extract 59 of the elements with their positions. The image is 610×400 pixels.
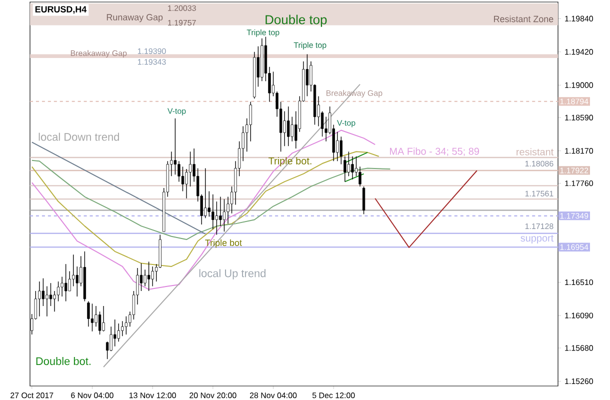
candlestick <box>204 168 207 218</box>
candlestick <box>53 290 56 312</box>
candlestick <box>121 320 124 336</box>
candlestick <box>42 278 45 306</box>
annotation: resistant <box>516 148 554 156</box>
candlestick <box>102 306 105 332</box>
candlestick <box>49 282 52 306</box>
candlestick <box>362 186 366 215</box>
candlestick <box>181 166 184 192</box>
annotation: Double bot. <box>36 357 90 366</box>
candlestick <box>114 319 116 347</box>
candlestick <box>219 196 222 226</box>
candlestick <box>60 276 64 297</box>
candlestick <box>208 190 210 217</box>
candlestick <box>110 326 112 352</box>
candlestick <box>124 316 128 335</box>
candlestick <box>358 166 362 187</box>
candlestick <box>151 266 154 287</box>
candlestick <box>56 281 60 302</box>
annotation: Resistant Zone <box>494 16 554 22</box>
candlestick <box>290 116 294 142</box>
annotation: local Down trend <box>38 132 119 141</box>
candlestick <box>178 160 180 182</box>
candlestick <box>344 156 346 182</box>
candlestick <box>212 194 214 230</box>
candlestick <box>87 300 90 327</box>
candlestick <box>90 303 94 332</box>
candlestick <box>283 110 286 146</box>
candlestick <box>351 156 354 180</box>
candlestick <box>46 286 48 317</box>
candlestick <box>117 323 120 342</box>
candlestick <box>336 131 339 162</box>
candlestick <box>174 118 177 175</box>
candlestick <box>98 311 102 335</box>
annotation: MA Fibo - 34; 55; 89 <box>390 148 480 156</box>
chart-title: EURUSD,H4 <box>35 6 87 14</box>
candlestick <box>38 281 41 317</box>
candlestick <box>340 136 342 165</box>
annotation: Triple bot <box>205 239 242 248</box>
candlestick <box>140 262 143 292</box>
candlestick <box>144 269 146 287</box>
candlestick <box>64 264 68 302</box>
candlestick <box>215 201 218 236</box>
candlestick <box>287 106 290 146</box>
candlestick <box>147 261 150 292</box>
candlestick <box>222 198 226 232</box>
candlestick <box>324 116 328 142</box>
candlestick <box>347 151 350 177</box>
annotation: support <box>520 235 554 244</box>
candlestick <box>94 306 98 327</box>
annotation: Runaway Gap <box>106 14 163 22</box>
annotation: local Up trend <box>199 269 266 280</box>
annotation: Triple bot. <box>268 157 312 166</box>
line-series <box>31 130 376 290</box>
candlestick <box>249 101 252 142</box>
annotation: Double top <box>266 14 327 27</box>
candlestick <box>68 270 71 292</box>
candlestick <box>188 151 192 187</box>
candlestick <box>76 266 78 297</box>
